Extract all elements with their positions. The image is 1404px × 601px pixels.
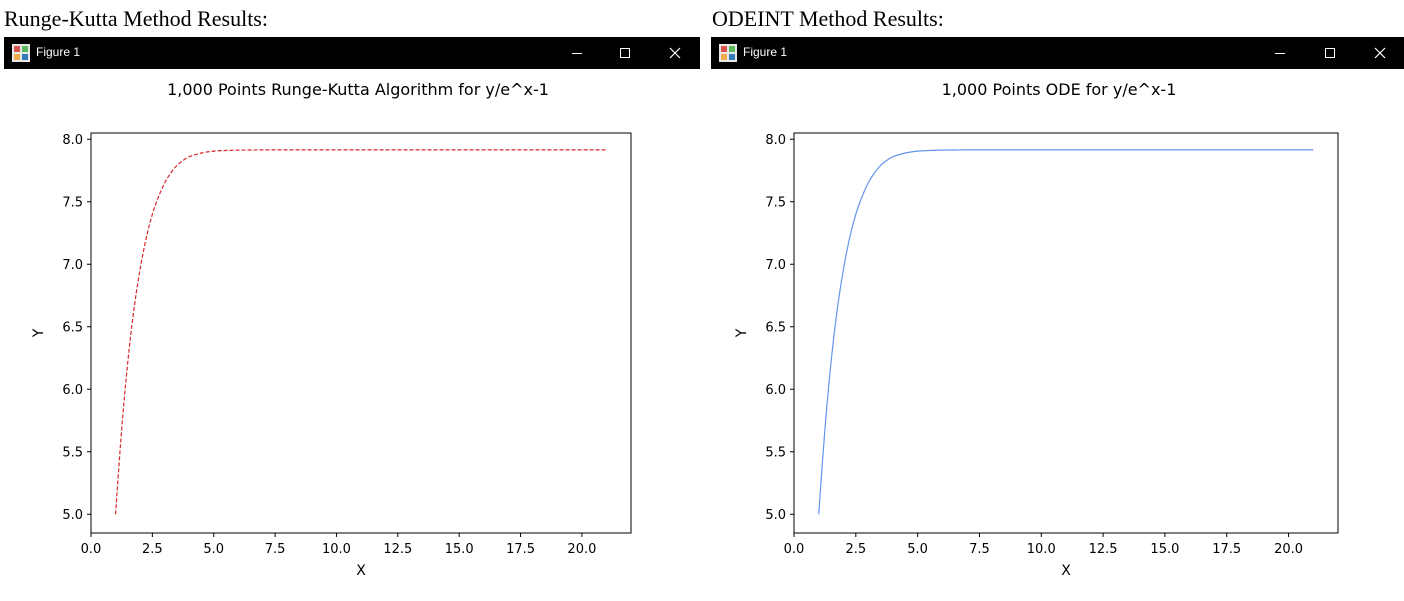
odeint-panel: ODEINT Method Results: Figure 1 1,000 Po…: [711, 0, 1404, 601]
runge-kutta-chart: 1,000 Points Runge-Kutta Algorithm for y…: [31, 80, 632, 579]
x-tick-label: 12.5: [1089, 542, 1118, 557]
maximize-icon: [1325, 48, 1335, 58]
window-title: Figure 1: [743, 45, 788, 59]
y-tick-label: 7.0: [62, 258, 83, 273]
section-label: Runge-Kutta Method Results:: [4, 6, 268, 31]
chart-title: 1,000 Points Runge-Kutta Algorithm for y…: [167, 80, 549, 99]
y-tick-label: 8.0: [62, 133, 83, 148]
matplotlib-app-icon: [12, 44, 30, 62]
chart-title: 1,000 Points ODE for y/e^x-1: [942, 80, 1177, 99]
x-tick-label: 2.5: [845, 542, 866, 557]
x-tick-label: 5.0: [203, 542, 224, 557]
window-title: Figure 1: [36, 45, 81, 59]
y-tick-label: 6.0: [765, 383, 786, 398]
y-tick-label: 6.5: [62, 320, 83, 335]
x-tick-label: 0.0: [784, 542, 805, 557]
y-tick-label: 5.0: [765, 508, 786, 523]
maximize-icon: [620, 48, 630, 58]
x-tick-label: 10.0: [322, 542, 351, 557]
plot-area: 1,000 Points Runge-Kutta Algorithm for y…: [4, 69, 700, 601]
odeint-chart: 1,000 Points ODE for y/e^x-1 0.0 2.5 5.0 7.5…: [734, 80, 1339, 579]
x-tick-label: 17.5: [1212, 542, 1241, 557]
x-axis-label: X: [356, 563, 366, 579]
y-tick-label: 5.5: [62, 445, 83, 460]
y-tick-label: 5.0: [62, 508, 83, 523]
y-tick-label: 7.5: [62, 195, 83, 210]
close-icon: [1374, 47, 1386, 59]
x-tick-label: 17.5: [506, 542, 535, 557]
y-tick-label: 7.0: [765, 258, 786, 273]
minimize-icon: [572, 53, 582, 54]
maximize-button[interactable]: [1307, 37, 1353, 69]
x-tick-label: 5.0: [907, 542, 928, 557]
x-tick-label: 20.0: [567, 542, 596, 557]
y-tick-label: 8.0: [765, 133, 786, 148]
minimize-button[interactable]: [554, 37, 600, 69]
close-button[interactable]: [1357, 37, 1403, 69]
y-tick-label: 5.5: [765, 445, 786, 460]
runge-kutta-panel: Runge-Kutta Method Results: Figure 1 1,0…: [4, 0, 700, 601]
y-axis-label: Y: [31, 328, 47, 338]
x-tick-label: 12.5: [383, 542, 412, 557]
close-icon: [669, 47, 681, 59]
window-titlebar[interactable]: Figure 1: [711, 37, 1404, 69]
section-label: ODEINT Method Results:: [712, 6, 944, 31]
x-tick-label: 7.5: [969, 542, 990, 557]
minimize-button[interactable]: [1257, 37, 1303, 69]
x-axis-label: X: [1061, 563, 1071, 579]
plot-area: 1,000 Points ODE for y/e^x-1 0.0 2.5 5.0 7.5…: [711, 69, 1404, 601]
minimize-icon: [1275, 53, 1285, 54]
axes-frame: [793, 132, 1339, 534]
y-tick-label: 6.0: [62, 383, 83, 398]
x-tick-label: 15.0: [1150, 542, 1179, 557]
x-tick-label: 10.0: [1027, 542, 1056, 557]
maximize-button[interactable]: [602, 37, 648, 69]
x-tick-label: 15.0: [445, 542, 474, 557]
y-tick-label: 6.5: [765, 320, 786, 335]
window-titlebar[interactable]: Figure 1: [4, 37, 700, 69]
x-tick-label: 2.5: [142, 542, 163, 557]
x-tick-label: 7.5: [265, 542, 286, 557]
axes-frame: [90, 132, 632, 534]
x-tick-label: 0.0: [81, 542, 102, 557]
series-line: [114, 149, 607, 515]
matplotlib-app-icon: [719, 44, 737, 62]
series-line: [818, 149, 1314, 515]
y-tick-label: 7.5: [765, 195, 786, 210]
y-axis-label: Y: [734, 328, 750, 338]
close-button[interactable]: [652, 37, 698, 69]
x-tick-label: 20.0: [1274, 542, 1303, 557]
